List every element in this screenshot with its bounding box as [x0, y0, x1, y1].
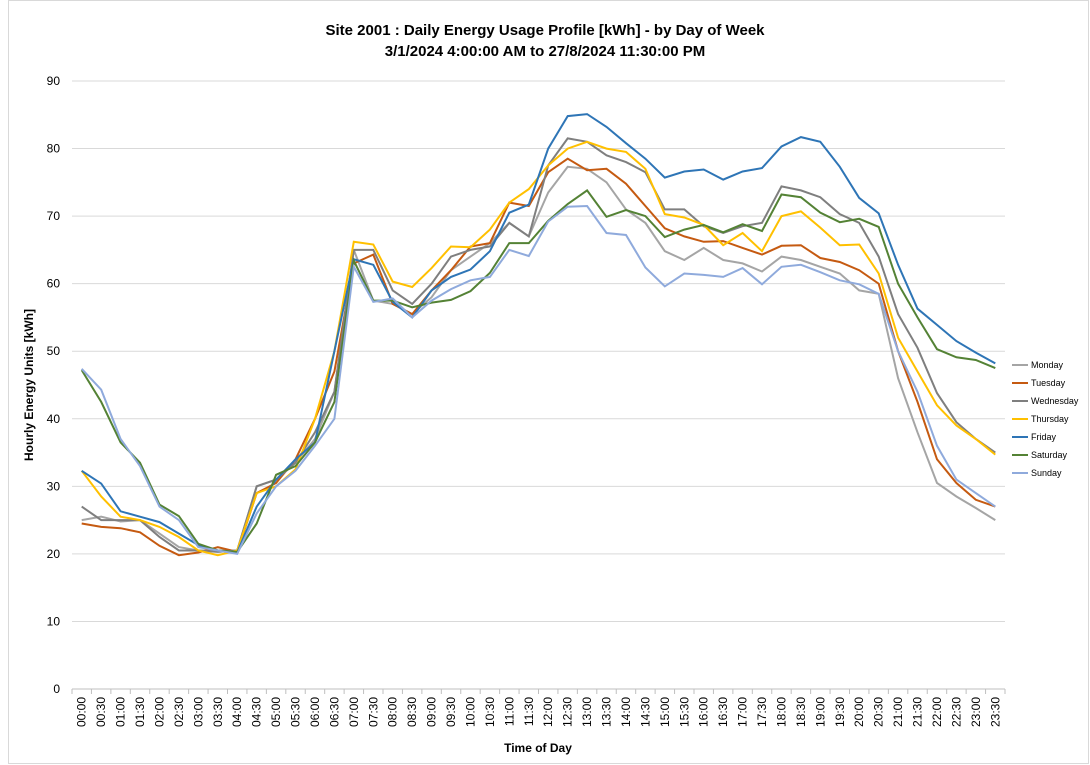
x-axis-label: Time of Day [504, 741, 572, 755]
x-tick-label: 10:30 [483, 697, 497, 727]
x-tick-label: 15:00 [658, 697, 672, 727]
y-tick-label: 70 [47, 209, 61, 223]
x-tick-label: 05:00 [269, 697, 283, 727]
chart-frame [8, 0, 1089, 764]
x-tick-label: 19:30 [833, 697, 847, 727]
legend-label: Friday [1031, 432, 1057, 442]
x-tick-label: 05:30 [289, 697, 303, 727]
legend-label: Monday [1031, 360, 1064, 370]
x-tick-label: 03:30 [211, 697, 225, 727]
y-tick-label: 30 [47, 479, 61, 493]
x-tick-label: 07:30 [366, 697, 380, 727]
x-tick-label: 11:00 [502, 697, 516, 726]
x-tick-label: 21:00 [891, 697, 905, 727]
chart-subtitle: 3/1/2024 4:00:00 AM to 27/8/2024 11:30:0… [385, 43, 705, 60]
y-tick-label: 60 [47, 277, 61, 291]
x-tick-label: 21:30 [911, 697, 925, 727]
y-tick-label: 40 [47, 412, 61, 426]
x-tick-label: 17:00 [736, 697, 750, 727]
x-tick-label: 04:30 [250, 697, 264, 727]
x-tick-label: 08:00 [386, 697, 400, 727]
x-tick-label: 20:00 [852, 697, 866, 727]
x-tick-label: 00:30 [94, 697, 108, 727]
x-tick-label: 20:30 [872, 697, 886, 727]
x-tick-label: 06:30 [327, 697, 341, 727]
x-tick-label: 12:00 [541, 697, 555, 727]
x-tick-label: 01:00 [114, 697, 128, 727]
x-tick-label: 22:00 [930, 697, 944, 727]
legend-label: Saturday [1031, 450, 1068, 460]
x-tick-label: 16:30 [716, 697, 730, 727]
x-tick-label: 18:00 [774, 697, 788, 727]
x-tick-label: 09:00 [425, 697, 439, 727]
x-tick-label: 22:30 [949, 697, 963, 727]
x-tick-label: 16:00 [697, 697, 711, 727]
x-tick-label: 19:00 [813, 697, 827, 727]
y-tick-label: 0 [53, 682, 60, 696]
y-tick-label: 50 [47, 344, 61, 358]
x-tick-label: 00:00 [75, 697, 89, 727]
legend-label: Sunday [1031, 468, 1062, 478]
x-tick-label: 18:30 [794, 697, 808, 727]
y-axis-label: Hourly Energy Units [kWh] [22, 309, 36, 461]
x-tick-label: 17:30 [755, 697, 769, 727]
x-tick-label: 07:00 [347, 697, 361, 727]
x-tick-label: 14:00 [619, 697, 633, 727]
y-tick-label: 10 [47, 614, 61, 628]
series-line [80, 189, 996, 553]
x-tick-label: 03:00 [191, 697, 205, 727]
x-tick-label: 02:30 [172, 697, 186, 727]
y-tick-label: 20 [47, 547, 61, 561]
y-tick-label: 90 [47, 74, 61, 88]
chart-title: Site 2001 : Daily Energy Usage Profile [… [325, 22, 765, 39]
series-line [80, 204, 996, 556]
x-tick-label: 10:00 [463, 697, 477, 727]
legend-label: Thursday [1031, 414, 1069, 424]
x-tick-label: 11:30 [522, 697, 536, 726]
x-tick-label: 23:30 [988, 697, 1002, 727]
x-tick-label: 23:00 [969, 697, 983, 727]
x-tick-label: 06:00 [308, 697, 322, 727]
x-tick-label: 09:30 [444, 697, 458, 727]
x-tick-label: 08:30 [405, 697, 419, 727]
x-tick-label: 13:00 [580, 697, 594, 727]
x-tick-label: 15:30 [677, 697, 691, 727]
x-tick-label: 01:30 [133, 697, 147, 727]
y-tick-label: 80 [47, 142, 61, 156]
legend-label: Wednesday [1031, 396, 1079, 406]
x-tick-label: 04:00 [230, 697, 244, 727]
legend-label: Tuesday [1031, 378, 1066, 388]
x-tick-label: 13:30 [600, 697, 614, 727]
x-tick-label: 14:30 [638, 697, 652, 727]
x-tick-label: 02:00 [152, 697, 166, 727]
x-tick-label: 12:30 [561, 697, 575, 727]
